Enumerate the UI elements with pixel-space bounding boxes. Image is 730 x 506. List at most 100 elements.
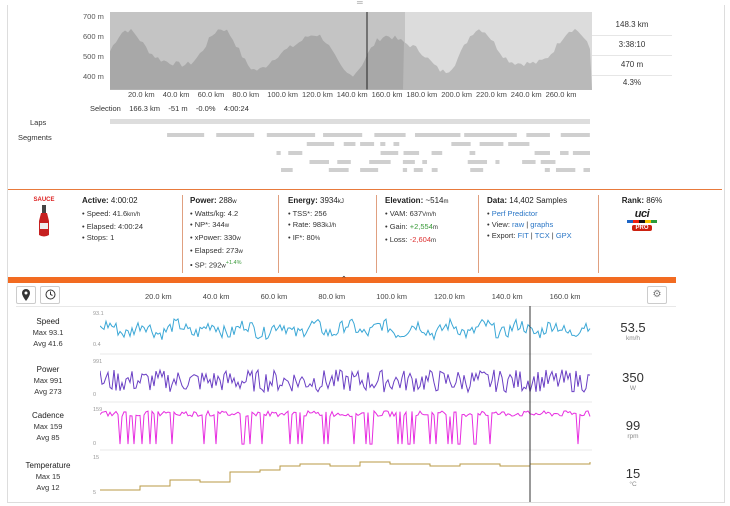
segment-bar[interactable] bbox=[470, 168, 484, 172]
segment-bar[interactable] bbox=[522, 160, 536, 164]
elevation-column: Elevation: ~514m • VAM: 637Vm/h • Gain: … bbox=[385, 196, 449, 244]
w-unit: w bbox=[238, 249, 243, 255]
energy-value: 3934 bbox=[320, 196, 338, 205]
segment-bar[interactable] bbox=[469, 151, 476, 155]
x-tick: 240.0 km bbox=[510, 90, 542, 99]
uci-stripes bbox=[627, 220, 657, 223]
rank-title: Rank: bbox=[621, 196, 644, 205]
view-raw-link[interactable]: raw bbox=[512, 220, 525, 229]
segment-bar[interactable] bbox=[167, 133, 205, 137]
metric-charts[interactable] bbox=[100, 306, 592, 502]
segment-bar[interactable] bbox=[540, 160, 556, 164]
view-label: View: bbox=[491, 220, 510, 229]
segment-bar[interactable] bbox=[544, 168, 550, 172]
segment-bar[interactable] bbox=[288, 151, 303, 155]
segment-bar[interactable] bbox=[560, 151, 569, 155]
segment-bar[interactable] bbox=[306, 142, 335, 146]
segment-bar[interactable] bbox=[464, 133, 517, 137]
active-speed: Speed: 41.6 bbox=[86, 209, 128, 218]
power-xpower: xPower: 330 bbox=[194, 233, 237, 242]
metric-max: Max 991 bbox=[33, 376, 63, 385]
segment-bar[interactable] bbox=[431, 151, 443, 155]
x-tick: 20.0 km bbox=[145, 292, 172, 301]
perf-predictor-link[interactable]: Perf Predictor bbox=[491, 209, 538, 218]
segment-bar[interactable] bbox=[534, 151, 550, 155]
selection-summary: Selection 166.3 km -51 m -0.0% 4:00:24 bbox=[90, 104, 249, 113]
clock-button[interactable] bbox=[40, 286, 60, 304]
segment-bar[interactable] bbox=[422, 160, 428, 164]
segment-bar[interactable] bbox=[266, 133, 316, 137]
elevation-loss: -2,604 bbox=[409, 235, 432, 244]
segment-bar[interactable] bbox=[583, 168, 590, 172]
segment-bar[interactable] bbox=[402, 168, 408, 172]
segment-bar[interactable] bbox=[414, 133, 461, 137]
chevron-up-icon[interactable]: ⌃ bbox=[341, 276, 347, 283]
export-label: Export: bbox=[491, 231, 516, 240]
segment-bar[interactable] bbox=[495, 160, 500, 164]
rank-value: 86% bbox=[646, 196, 663, 205]
segment-bar[interactable] bbox=[281, 168, 293, 172]
drag-handle-icon[interactable]: ═ bbox=[357, 0, 363, 7]
segment-bar[interactable] bbox=[413, 168, 423, 172]
stat-time: 3:38:10 bbox=[592, 35, 672, 56]
segment-bar[interactable] bbox=[403, 151, 420, 155]
view-graphs-link[interactable]: graphs bbox=[530, 220, 554, 229]
export-gpx-link[interactable]: GPX bbox=[555, 231, 572, 240]
segment-bar[interactable] bbox=[369, 160, 391, 164]
selection-time: 4:00:24 bbox=[223, 104, 249, 113]
panel-resize-bar[interactable]: ⌃ bbox=[8, 276, 676, 283]
column-divider bbox=[598, 195, 599, 273]
cadence-current: 99 rpm bbox=[594, 418, 672, 440]
segment-bar[interactable] bbox=[328, 168, 349, 172]
segment-bar[interactable] bbox=[467, 160, 488, 164]
segment-bar[interactable] bbox=[380, 142, 386, 146]
metric-value: 99 bbox=[625, 418, 641, 433]
y-tick: 600 m bbox=[83, 32, 104, 41]
elevation-value: ~514 bbox=[425, 196, 444, 205]
segments-track[interactable] bbox=[110, 130, 592, 182]
elevation-profile-unselected bbox=[403, 28, 592, 90]
x-tick: 140.0 km bbox=[491, 292, 523, 301]
gear-icon[interactable]: ⚙ bbox=[647, 286, 667, 304]
sauce-bottle-icon bbox=[39, 205, 49, 237]
segment-bar[interactable] bbox=[402, 160, 415, 164]
segment-bar[interactable] bbox=[555, 168, 576, 172]
segment-bar[interactable] bbox=[479, 142, 504, 146]
speed-unit: km/h bbox=[127, 212, 141, 218]
segment-bar[interactable] bbox=[393, 142, 400, 146]
segment-bar[interactable] bbox=[309, 160, 330, 164]
export-fit-link[interactable]: FIT bbox=[517, 231, 529, 240]
map-pin-button[interactable] bbox=[16, 286, 36, 304]
elevation-chart[interactable] bbox=[110, 12, 592, 90]
segment-bar[interactable] bbox=[526, 133, 550, 137]
y-max: 991 bbox=[93, 359, 103, 365]
segment-bar[interactable] bbox=[431, 168, 438, 172]
segment-bar[interactable] bbox=[451, 142, 471, 146]
segment-bar[interactable] bbox=[343, 142, 356, 146]
segment-bar[interactable] bbox=[216, 133, 255, 137]
segment-bar[interactable] bbox=[380, 151, 399, 155]
laps-bar[interactable] bbox=[110, 119, 590, 124]
column-divider bbox=[376, 195, 377, 273]
segment-bar[interactable] bbox=[360, 142, 375, 146]
segment-bar[interactable] bbox=[508, 142, 530, 146]
segment-bar[interactable] bbox=[374, 133, 406, 137]
segment-bar[interactable] bbox=[276, 151, 281, 155]
x-tick: 80.0 km bbox=[232, 90, 260, 99]
metric-unit: °C bbox=[629, 481, 637, 488]
segment-bar[interactable] bbox=[560, 133, 590, 137]
x-tick: 60.0 km bbox=[197, 90, 225, 99]
analysis-frame bbox=[7, 5, 725, 503]
y-min: 5 bbox=[93, 490, 97, 496]
x-tick: 120.0 km bbox=[434, 292, 465, 301]
segment-bar[interactable] bbox=[323, 133, 363, 137]
active-elapsed: Elapsed: 4:00:24 bbox=[86, 222, 144, 231]
power-elapsed: Elapsed: 273 bbox=[194, 246, 239, 255]
y-min: 0 bbox=[93, 392, 97, 398]
segment-bar[interactable] bbox=[360, 168, 379, 172]
export-tcx-link[interactable]: TCX bbox=[534, 231, 550, 240]
gain-label: Gain: bbox=[389, 222, 408, 231]
w-unit: w bbox=[236, 236, 241, 242]
segment-bar[interactable] bbox=[337, 160, 351, 164]
segment-bar[interactable] bbox=[572, 151, 590, 155]
